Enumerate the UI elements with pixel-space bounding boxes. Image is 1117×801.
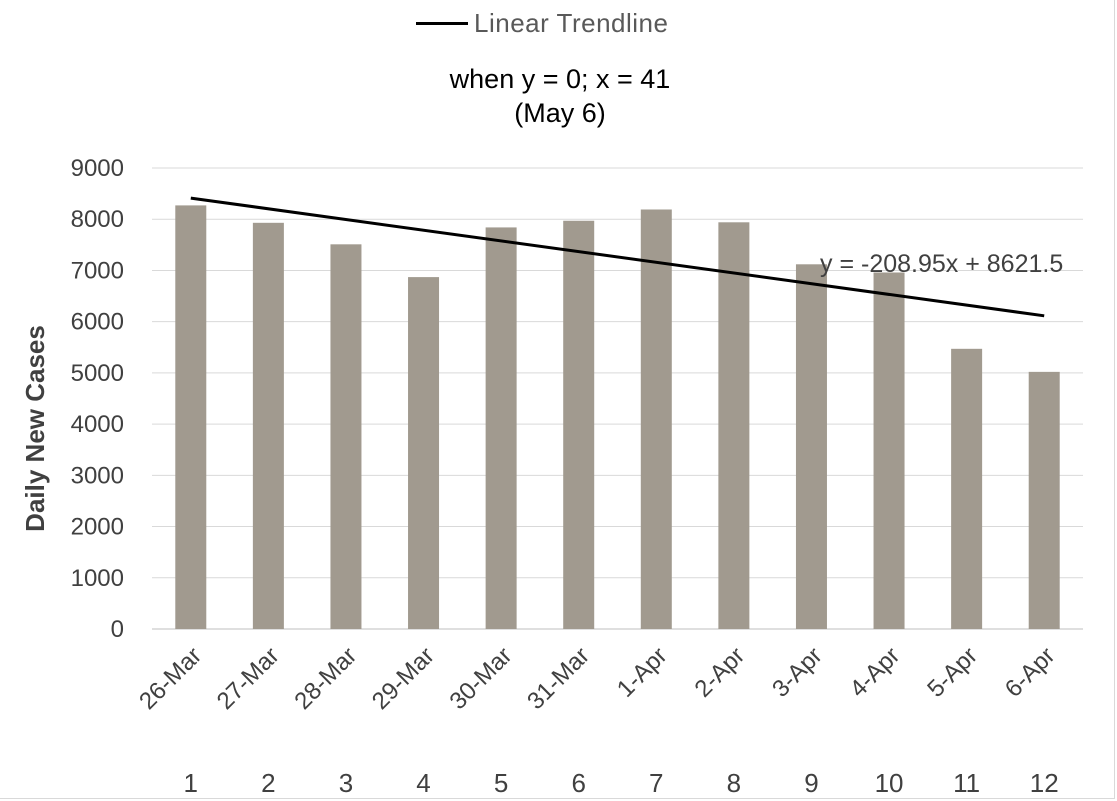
x-index-label: 6	[571, 768, 585, 798]
bar-30-Mar	[485, 227, 517, 629]
x-index-label: 3	[339, 768, 353, 798]
bar-4-Apr	[873, 272, 905, 629]
x-tick-label: 28-Mar	[289, 642, 362, 715]
x-index-label: 5	[494, 768, 508, 798]
bar-28-Mar	[330, 244, 362, 629]
x-index-label: 1	[184, 768, 198, 798]
bar-27-Mar	[252, 222, 284, 629]
trendline	[190, 196, 1045, 318]
x-index-label: 12	[1030, 768, 1059, 798]
x-tick-label: 3-Apr	[767, 642, 828, 703]
x-index-label: 11	[953, 768, 980, 798]
y-tick-label: 6000	[71, 309, 124, 336]
x-intercept-annotation: when y = 0; x = 41 (May 6)	[370, 62, 750, 130]
x-tick-label: 4-Apr	[845, 642, 906, 703]
legend: Linear Trendline	[416, 6, 668, 40]
bar-29-Mar	[408, 277, 440, 629]
x-tick-label: 29-Mar	[367, 642, 440, 715]
bar-6-Apr	[1028, 371, 1060, 629]
y-tick-label: 7000	[71, 257, 124, 284]
x-tick-label: 31-Mar	[522, 642, 595, 715]
x-tick-label: 1-Apr	[612, 642, 673, 703]
x-tick-label: 2-Apr	[690, 642, 751, 703]
y-tick-label: 5000	[71, 360, 124, 387]
x-index-label: 7	[649, 768, 663, 798]
x-tick-label: 5-Apr	[922, 642, 983, 703]
y-axis-label: Daily New Cases	[20, 325, 50, 532]
x-tick-label: 30-Mar	[445, 642, 518, 715]
trendline-equation: y = -208.95x + 8621.5	[820, 250, 1063, 278]
annotation-line-2: (May 6)	[514, 98, 606, 128]
x-index-label: 8	[727, 768, 741, 798]
y-tick-label: 0	[111, 616, 124, 643]
x-index-label: 4	[416, 768, 430, 798]
bar-3-Apr	[795, 264, 827, 629]
x-index-label: 10	[875, 768, 904, 798]
x-tick-label: 27-Mar	[212, 642, 285, 715]
bar-31-Mar	[563, 220, 595, 629]
x-index-label: 2	[261, 768, 275, 798]
bar-1-Apr	[640, 209, 672, 630]
x-index-label: 9	[804, 768, 818, 798]
x-tick-label: 6-Apr	[1000, 642, 1061, 703]
legend-trendline-swatch	[416, 21, 468, 25]
bar-5-Apr	[951, 348, 983, 629]
bar-26-Mar	[175, 205, 207, 630]
x-tick-label: 26-Mar	[134, 642, 207, 715]
y-tick-label: 2000	[71, 514, 124, 541]
y-tick-label: 3000	[71, 462, 124, 489]
bar-2-Apr	[718, 222, 750, 629]
legend-trendline-label: Linear Trendline	[474, 7, 669, 38]
y-tick-label: 1000	[71, 565, 124, 592]
y-tick-label: 8000	[71, 206, 124, 233]
y-tick-label: 9000	[71, 155, 124, 182]
y-tick-label: 4000	[71, 411, 124, 438]
annotation-line-1: when y = 0; x = 41	[449, 64, 671, 94]
